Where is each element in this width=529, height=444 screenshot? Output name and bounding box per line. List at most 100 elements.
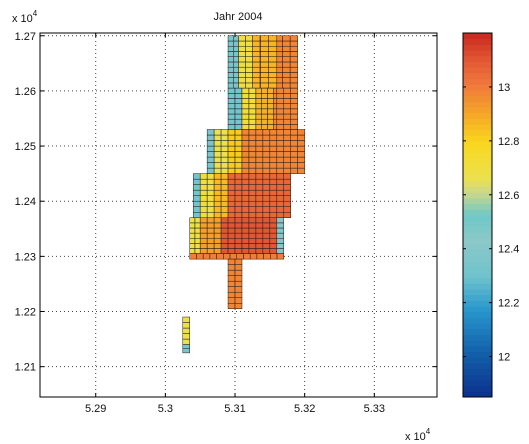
colorbar-tick-label-3: 12.6 bbox=[498, 190, 519, 202]
heatmap-cell-511 bbox=[255, 243, 264, 249]
heatmap-cell-406 bbox=[255, 178, 264, 185]
colorbar-frame bbox=[462, 32, 493, 398]
heatmap-cell-19 bbox=[233, 35, 239, 42]
heatmap-cell-397 bbox=[248, 184, 257, 191]
heatmap-cell-556 bbox=[227, 280, 236, 287]
heatmap-cell-385 bbox=[241, 206, 250, 213]
heatmap-cell-479 bbox=[220, 227, 229, 234]
x-tick-label-4: 5.33 bbox=[364, 403, 385, 415]
heatmap-cell-484 bbox=[227, 237, 236, 244]
heatmap-cell-466 bbox=[206, 222, 215, 229]
colorbar-segment-52 bbox=[463, 95, 492, 102]
heatmap-cell-114 bbox=[268, 61, 278, 68]
heatmap-cell-326 bbox=[297, 134, 305, 141]
heatmap-cell-327 bbox=[297, 129, 305, 136]
colorbar-segment-18 bbox=[463, 288, 492, 296]
heatmap-cell-262 bbox=[241, 134, 250, 141]
heatmap-cell-35 bbox=[245, 56, 253, 63]
heatmap-cell-274 bbox=[255, 156, 264, 163]
heatmap-cell-443 bbox=[189, 232, 196, 239]
heatmap-cell-18 bbox=[233, 40, 239, 47]
heatmap-cell-382 bbox=[234, 178, 243, 185]
heatmap-cell-528 bbox=[269, 227, 278, 234]
colorbar-tick-label-5: 13 bbox=[498, 82, 510, 94]
heatmap-cell-107 bbox=[260, 45, 269, 52]
heatmap-cell-546 bbox=[243, 253, 251, 260]
heatmap-cell-363 bbox=[220, 195, 229, 202]
colorbar-segment-6 bbox=[463, 357, 492, 364]
heatmap-cell-305 bbox=[283, 162, 291, 169]
colorbar-segment-5 bbox=[463, 362, 492, 370]
heatmap-cell-472 bbox=[213, 227, 222, 234]
colorbar-segment-51 bbox=[463, 101, 492, 108]
heatmap-cell-195 bbox=[290, 108, 298, 115]
heatmap-cell-460 bbox=[199, 217, 208, 224]
heatmap-cell-280 bbox=[262, 167, 271, 174]
heatmap-cell-451 bbox=[194, 227, 201, 234]
heatmap-cells bbox=[182, 35, 305, 354]
heatmap-cell-336 bbox=[199, 211, 208, 219]
heatmap-cell-16 bbox=[233, 51, 239, 57]
heatmap-cell-471 bbox=[213, 232, 222, 239]
heatmap-cell-514 bbox=[255, 227, 264, 234]
heatmap-cell-159 bbox=[255, 87, 262, 94]
colorbar-segment-61 bbox=[463, 44, 492, 51]
heatmap-cell-510 bbox=[255, 248, 264, 254]
heatmap-cell-123 bbox=[227, 108, 236, 115]
heatmap-cell-536 bbox=[276, 222, 285, 229]
heatmap-cell-300 bbox=[276, 145, 285, 152]
heatmap-cell-448 bbox=[194, 243, 201, 249]
heatmap-cell-44 bbox=[252, 61, 261, 68]
heatmap-cell-387 bbox=[241, 195, 250, 202]
heatmap-cell-440 bbox=[189, 248, 196, 254]
heatmap-cell-413 bbox=[262, 184, 271, 191]
heatmap-cell-197 bbox=[290, 98, 298, 104]
heatmap-cell-101 bbox=[260, 77, 269, 84]
heatmap-cell-201 bbox=[261, 118, 268, 125]
colorbar-segment-16 bbox=[463, 300, 492, 307]
heatmap-cell-288 bbox=[269, 167, 278, 174]
heatmap-cell-392 bbox=[248, 211, 257, 219]
heatmap-cell-372 bbox=[227, 189, 236, 196]
y-multiplier-base: x 10 bbox=[12, 13, 33, 25]
heatmap-cell-571 bbox=[182, 333, 190, 340]
heatmap-cell-249 bbox=[234, 162, 243, 169]
heatmap-cell-257 bbox=[241, 162, 250, 169]
heatmap-cell-232 bbox=[220, 167, 229, 174]
heatmap-cell-31 bbox=[245, 77, 253, 84]
heatmap-cell-374 bbox=[227, 178, 236, 185]
heatmap-cell-6 bbox=[227, 51, 234, 57]
heatmap-cell-414 bbox=[262, 178, 271, 185]
heatmap-cell-515 bbox=[255, 222, 264, 229]
heatmap-cell-498 bbox=[241, 237, 250, 244]
colorbar-segment-53 bbox=[463, 89, 492, 97]
heatmap-cell-497 bbox=[241, 243, 250, 249]
colorbar-segment-7 bbox=[463, 351, 492, 358]
heatmap-cell-49 bbox=[252, 35, 261, 42]
heatmap-cell-124 bbox=[227, 103, 236, 110]
heatmap-cell-431 bbox=[276, 173, 285, 180]
heatmap-cell-342 bbox=[199, 178, 208, 185]
heatmap-cell-354 bbox=[213, 200, 222, 207]
heatmap-cell-477 bbox=[220, 237, 229, 244]
heatmap-cell-409 bbox=[262, 206, 271, 213]
heatmap-cell-303 bbox=[276, 129, 285, 136]
heatmap-cell-290 bbox=[269, 156, 278, 163]
heatmap-cell-297 bbox=[276, 162, 285, 169]
heatmap-cell-48 bbox=[252, 40, 261, 47]
heatmap-cell-21 bbox=[238, 77, 246, 84]
heatmap-cell-243 bbox=[227, 151, 236, 158]
heatmap-cell-391 bbox=[241, 173, 250, 180]
heatmap-cell-22 bbox=[238, 72, 246, 78]
y-tick-label-1: 1.22 bbox=[15, 307, 36, 319]
heatmap-cell-229 bbox=[213, 140, 222, 147]
heatmap-cell-208 bbox=[267, 124, 274, 130]
heatmap-cell-353 bbox=[213, 206, 222, 213]
heatmap-cell-459 bbox=[199, 222, 208, 229]
heatmap-cell-178 bbox=[276, 113, 285, 120]
colorbar-segment-47 bbox=[463, 124, 492, 131]
heatmap-cell-321 bbox=[297, 162, 305, 169]
heatmap-cell-94 bbox=[289, 61, 298, 68]
heatmap-cell-512 bbox=[255, 237, 264, 244]
heatmap-cell-465 bbox=[206, 227, 215, 234]
